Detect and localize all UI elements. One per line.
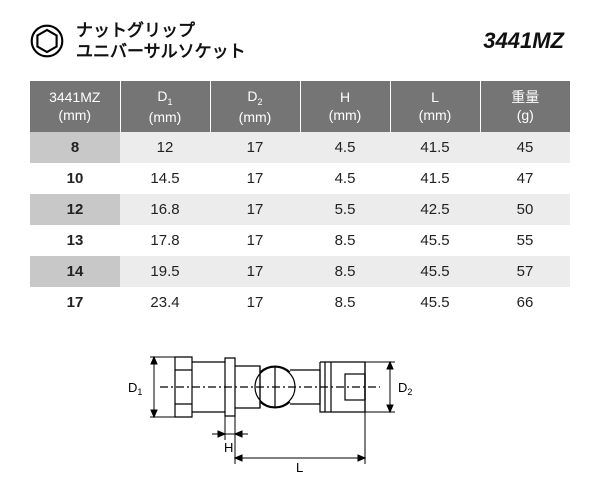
table-cell: 17 [210, 256, 300, 287]
table-cell: 12 [30, 194, 120, 225]
table-row: 1419.5178.545.557 [30, 256, 570, 287]
col-header: L(mm) [390, 81, 480, 133]
table-cell: 42.5 [390, 194, 480, 225]
col-header: 3441MZ(mm) [30, 81, 120, 133]
table-row: 1317.8178.545.555 [30, 225, 570, 256]
col-header: 重量(g) [480, 81, 570, 133]
header: ナットグリップ ユニバーサルソケット 3441MZ [30, 20, 570, 63]
table-cell: 14.5 [120, 163, 210, 194]
table-cell: 10 [30, 163, 120, 194]
table-cell: 55 [480, 225, 570, 256]
socket-diagram: D1 D2 H L [120, 332, 480, 477]
table-cell: 16.8 [120, 194, 210, 225]
table-cell: 45.5 [390, 287, 480, 318]
table-cell: 8 [30, 132, 120, 163]
model-code: 3441MZ [483, 28, 564, 54]
table-cell: 47 [480, 163, 570, 194]
table-cell: 17 [210, 163, 300, 194]
table-row: 812174.541.545 [30, 132, 570, 163]
table-cell: 17 [30, 287, 120, 318]
table-cell: 41.5 [390, 132, 480, 163]
table-cell: 19.5 [120, 256, 210, 287]
table-cell: 45 [480, 132, 570, 163]
table-row: 1216.8175.542.550 [30, 194, 570, 225]
table-header: 3441MZ(mm)D1(mm)D2(mm)H(mm)L(mm)重量(g) [30, 81, 570, 133]
col-header: D1(mm) [120, 81, 210, 133]
diagram-container: D1 D2 H L [30, 332, 570, 477]
col-header: D2(mm) [210, 81, 300, 133]
table-row: 1723.4178.545.566 [30, 287, 570, 318]
table-cell: 23.4 [120, 287, 210, 318]
title-line-2: ユニバーサルソケット [76, 41, 246, 62]
table-cell: 8.5 [300, 287, 390, 318]
label-d2: D2 [398, 380, 412, 397]
table-cell: 17 [210, 132, 300, 163]
table-cell: 8.5 [300, 256, 390, 287]
spec-table: 3441MZ(mm)D1(mm)D2(mm)H(mm)L(mm)重量(g) 81… [30, 81, 570, 319]
table-cell: 45.5 [390, 225, 480, 256]
table-cell: 12 [120, 132, 210, 163]
title-group: ナットグリップ ユニバーサルソケット [76, 20, 246, 63]
header-left: ナットグリップ ユニバーサルソケット [30, 20, 246, 63]
table-cell: 41.5 [390, 163, 480, 194]
table-cell: 57 [480, 256, 570, 287]
table-cell: 50 [480, 194, 570, 225]
table-cell: 13 [30, 225, 120, 256]
table-body: 812174.541.5451014.5174.541.5471216.8175… [30, 132, 570, 318]
table-row: 1014.5174.541.547 [30, 163, 570, 194]
label-d1: D1 [128, 380, 142, 397]
table-cell: 14 [30, 256, 120, 287]
table-cell: 17.8 [120, 225, 210, 256]
table-cell: 4.5 [300, 132, 390, 163]
title-line-1: ナットグリップ [76, 20, 246, 41]
label-l: L [296, 460, 303, 475]
table-cell: 17 [210, 194, 300, 225]
table-cell: 45.5 [390, 256, 480, 287]
hex-socket-icon [30, 24, 64, 58]
table-cell: 8.5 [300, 225, 390, 256]
table-cell: 17 [210, 225, 300, 256]
col-header: H(mm) [300, 81, 390, 133]
table-cell: 5.5 [300, 194, 390, 225]
table-cell: 4.5 [300, 163, 390, 194]
label-h: H [224, 440, 233, 455]
table-cell: 17 [210, 287, 300, 318]
table-cell: 66 [480, 287, 570, 318]
